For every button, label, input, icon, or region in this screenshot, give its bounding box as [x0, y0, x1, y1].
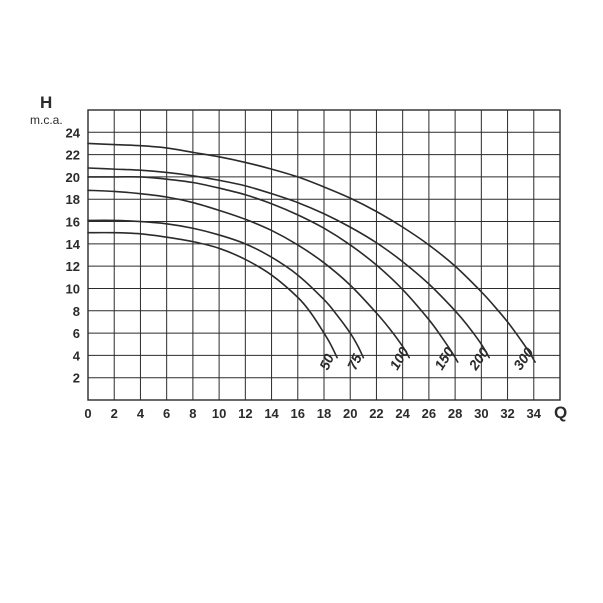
y-tick-label: 14 [66, 237, 81, 252]
x-tick-label: 32 [500, 406, 514, 421]
x-tick-label: 8 [189, 406, 196, 421]
x-tick-label: 28 [448, 406, 462, 421]
x-tick-label: 6 [163, 406, 170, 421]
y-tick-label: 18 [66, 192, 80, 207]
y-tick-label: 4 [73, 348, 81, 363]
y-tick-label: 2 [73, 371, 80, 386]
x-tick-label: 22 [369, 406, 383, 421]
y-axis-sublabel: m.c.a. [30, 113, 63, 127]
x-tick-label: 24 [395, 406, 410, 421]
x-tick-label: 34 [527, 406, 542, 421]
y-tick-label: 20 [66, 170, 80, 185]
x-tick-label: 30 [474, 406, 488, 421]
y-tick-label: 22 [66, 148, 80, 163]
x-axis-label: Q [554, 403, 567, 422]
pump-curve-chart: 0246810121416182022242628303234246810121… [0, 0, 603, 603]
x-tick-label: 18 [317, 406, 331, 421]
y-tick-label: 12 [66, 259, 80, 274]
y-tick-label: 16 [66, 215, 80, 230]
x-tick-label: 4 [137, 406, 145, 421]
y-tick-label: 10 [66, 281, 80, 296]
y-tick-label: 24 [66, 125, 81, 140]
x-tick-label: 2 [111, 406, 118, 421]
x-tick-label: 20 [343, 406, 357, 421]
y-axis-label: H [40, 93, 52, 112]
y-tick-label: 8 [73, 304, 80, 319]
x-tick-label: 16 [291, 406, 305, 421]
x-tick-label: 0 [84, 406, 91, 421]
x-tick-label: 26 [422, 406, 436, 421]
y-tick-label: 6 [73, 326, 80, 341]
x-tick-label: 12 [238, 406, 252, 421]
x-tick-label: 10 [212, 406, 226, 421]
x-tick-label: 14 [264, 406, 279, 421]
